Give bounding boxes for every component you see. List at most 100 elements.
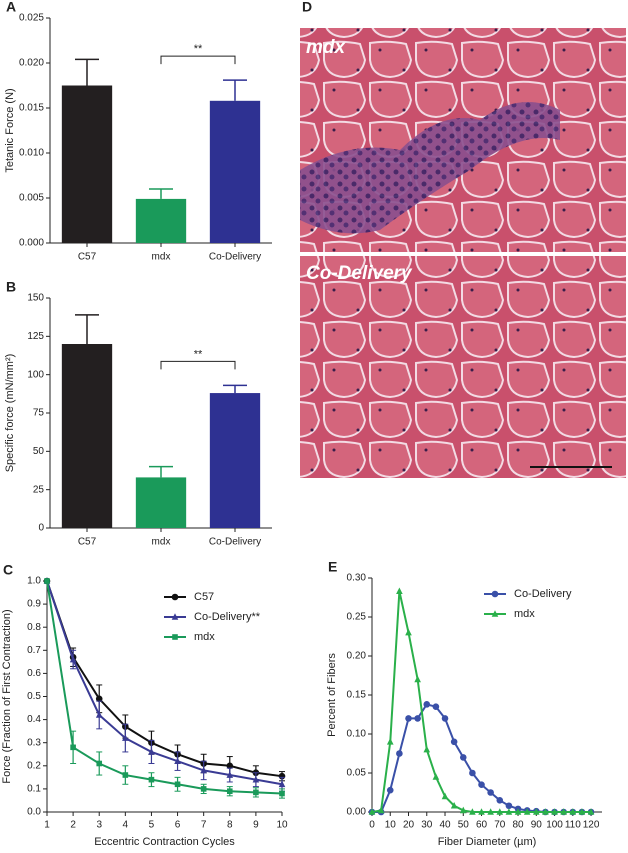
marker [514, 808, 522, 815]
panel-label: B [6, 279, 16, 295]
infiltrate [300, 102, 560, 234]
marker [148, 748, 155, 755]
annotation: ** [194, 43, 203, 55]
marker [368, 808, 376, 815]
x-tick-label: 120 [583, 820, 600, 831]
marker [148, 776, 155, 783]
significance-bracket [160, 360, 236, 370]
panel-label: C [3, 562, 13, 578]
marker [551, 808, 558, 815]
image-label: Co-Delivery [306, 263, 413, 284]
marker [505, 802, 513, 810]
marker [200, 766, 207, 774]
marker [226, 771, 234, 778]
x-tick-label: 40 [439, 820, 451, 831]
x-tick-label: 7 [201, 820, 207, 831]
marker [396, 750, 403, 757]
marker [386, 786, 394, 794]
image-label: mdx [306, 37, 347, 58]
x-tick-label: 10 [385, 820, 397, 831]
marker [478, 781, 485, 788]
y-tick-label: 125 [27, 331, 44, 342]
marker [414, 715, 421, 722]
marker [396, 587, 403, 595]
marker [122, 772, 129, 778]
marker [496, 808, 504, 815]
x-tick-label: C57 [78, 537, 97, 548]
y-tick-label: 0.000 [19, 238, 44, 249]
x-tick-label: 60 [476, 820, 488, 831]
x-tick-label: 50 [458, 820, 470, 831]
x-tick-label: 70 [494, 820, 506, 831]
marker [44, 578, 50, 584]
x-tick-label: 100 [546, 820, 563, 831]
y-axis-label: Specific force (mN/mm²) [4, 354, 16, 473]
legend-label: Co-Delivery [514, 588, 572, 600]
marker [459, 806, 467, 814]
x-tick-label: 5 [149, 820, 155, 831]
marker [487, 789, 494, 796]
panel-label: A [6, 0, 16, 15]
x-tick-label: 4 [123, 820, 129, 831]
y-tick-label: 150 [27, 293, 44, 304]
chart: A 0.000 0.005 0.010 0.015 0.020 0.025 Tetanic F… [4, 0, 272, 263]
x-tick-label: Co-Delivery [209, 252, 261, 263]
marker [405, 628, 412, 636]
marker [253, 789, 259, 796]
x-tick-label: 10 [276, 820, 288, 831]
panel-label: D [302, 0, 312, 15]
marker [505, 808, 513, 815]
marker [487, 808, 494, 815]
marker [578, 808, 586, 815]
y-tick-label: 0.30 [347, 573, 367, 584]
micrograph-co-delivery [300, 256, 626, 478]
marker [491, 590, 499, 598]
marker [441, 792, 449, 800]
y-tick-label: 0.6 [27, 668, 41, 679]
y-tick-label: 100 [27, 369, 44, 380]
y-tick-label: 0.015 [19, 103, 44, 114]
y-tick-label: 0.25 [347, 612, 367, 623]
x-tick-label: 110 [565, 820, 581, 831]
marker [441, 715, 449, 722]
marker [523, 808, 531, 815]
x-tick-label: mdx [152, 537, 171, 548]
legend-label: mdx [514, 608, 535, 620]
marker [171, 613, 179, 620]
marker [377, 806, 385, 814]
x-tick-label: 2 [70, 820, 76, 831]
x-tick-label: 3 [96, 820, 102, 831]
series-line [371, 591, 592, 813]
x-axis-label: Eccentric Contraction Cycles [94, 836, 235, 848]
marker [469, 769, 476, 777]
series-line [372, 703, 592, 813]
y-tick-label: 0.15 [347, 690, 367, 701]
marker [432, 773, 440, 780]
y-tick-label: 0.4 [27, 714, 41, 725]
y-axis-label: Tetanic Force (N) [4, 88, 16, 172]
marker [226, 788, 233, 795]
chart: B 0 25 50 75 100 125 150 Specific force (mN/mm²)… [4, 279, 272, 548]
marker [496, 797, 504, 804]
marker [386, 738, 394, 745]
x-tick-label: 20 [403, 820, 415, 831]
y-tick-label: 0.10 [347, 729, 367, 740]
y-tick-label: 0.010 [19, 148, 44, 159]
y-tick-label: 0.00 [347, 807, 367, 818]
x-tick-label: C57 [78, 252, 97, 263]
x-tick-label: 1 [44, 820, 50, 831]
bar [209, 100, 261, 243]
x-tick-label: 9 [253, 820, 259, 831]
series-line [46, 580, 283, 778]
marker [95, 695, 103, 703]
y-axis-label: Percent of Fibers [326, 653, 338, 737]
marker [95, 711, 103, 718]
y-tick-label: 50 [33, 446, 45, 457]
marker [569, 808, 577, 815]
marker [450, 801, 458, 809]
marker [432, 703, 440, 710]
series-line [46, 580, 283, 786]
y-tick-label: 1.0 [27, 576, 41, 587]
marker [491, 610, 499, 617]
